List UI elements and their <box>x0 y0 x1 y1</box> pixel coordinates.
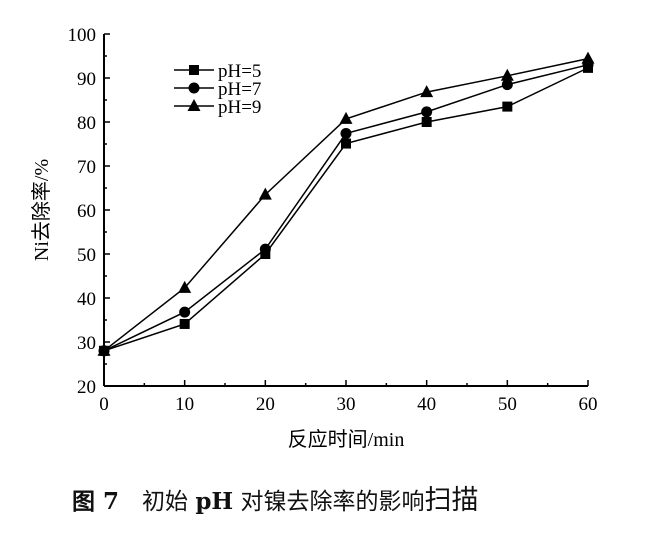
legend-label: pH=9 <box>218 97 261 118</box>
caption-text-a: 初始 <box>142 489 196 515</box>
x-tick-label: 20 <box>256 394 275 415</box>
caption-text-b: 对镍去除率的影响 <box>233 489 425 515</box>
data-point-circle <box>259 243 271 255</box>
legend-item: pH=9 <box>174 97 261 118</box>
legend-marker-triangle <box>187 99 201 111</box>
series-line <box>103 64 589 352</box>
series-ph-5 <box>99 62 593 356</box>
legend-marker-square <box>189 65 199 75</box>
x-tick-label: 60 <box>579 394 598 415</box>
legend: pH=5pH=7pH=9 <box>174 61 261 118</box>
series-ph-9 <box>97 51 595 356</box>
legend-item: pH=7 <box>174 79 261 100</box>
legend-label: pH=7 <box>218 79 261 100</box>
y-tick-label: 30 <box>77 333 96 354</box>
x-tick-label: 40 <box>417 394 436 415</box>
y-tick-label: 70 <box>77 157 96 178</box>
data-point-circle <box>179 306 191 318</box>
y-tick-label: 60 <box>77 201 96 222</box>
caption-text-bold: pH <box>195 488 234 515</box>
data-point-circle <box>340 127 352 139</box>
series-line <box>103 67 589 352</box>
y-tick-label: 40 <box>77 289 96 310</box>
y-tick-label: 20 <box>77 377 96 398</box>
data-point-square <box>421 117 432 127</box>
data-point-triangle <box>339 111 353 124</box>
caption-tail: 扫描 <box>424 485 479 516</box>
y-axis-label: Ni去除率/% <box>30 159 53 261</box>
legend-marker-circle <box>188 82 200 94</box>
series-ph-7 <box>98 59 594 357</box>
series-group <box>97 51 595 357</box>
caption-figure-number: 图 7 <box>72 488 120 515</box>
data-point-triangle <box>258 187 272 200</box>
x-tick-label: 0 <box>99 394 109 415</box>
x-tick-label: 50 <box>498 394 517 415</box>
data-point-square <box>341 138 351 149</box>
y-tick-label: 50 <box>77 245 96 266</box>
data-point-circle <box>501 79 513 91</box>
data-point-triangle <box>500 68 514 81</box>
figure-caption: 图 7 初始 pH 对镍去除率的影响扫描 <box>72 478 478 517</box>
data-point-triangle <box>420 85 434 98</box>
data-point-triangle <box>97 343 111 356</box>
data-point-circle <box>421 106 433 118</box>
data-point-square <box>502 101 513 112</box>
y-tick-label: 100 <box>68 25 97 46</box>
data-point-triangle <box>178 280 192 293</box>
data-point-triangle <box>581 51 595 64</box>
x-axis-label: 反应时间/min <box>288 428 405 451</box>
data-point-square <box>179 318 190 329</box>
legend-label: pH=5 <box>218 61 261 82</box>
y-tick-label: 90 <box>77 69 96 90</box>
x-tick-label: 10 <box>175 394 194 415</box>
axes: 0 10 20 30 40 50 60 20 30 40 50 60 70 80 90 100 <box>68 25 598 415</box>
legend-item: pH=5 <box>174 61 261 82</box>
y-tick-label: 80 <box>77 113 96 134</box>
x-tick-label: 30 <box>337 394 356 415</box>
